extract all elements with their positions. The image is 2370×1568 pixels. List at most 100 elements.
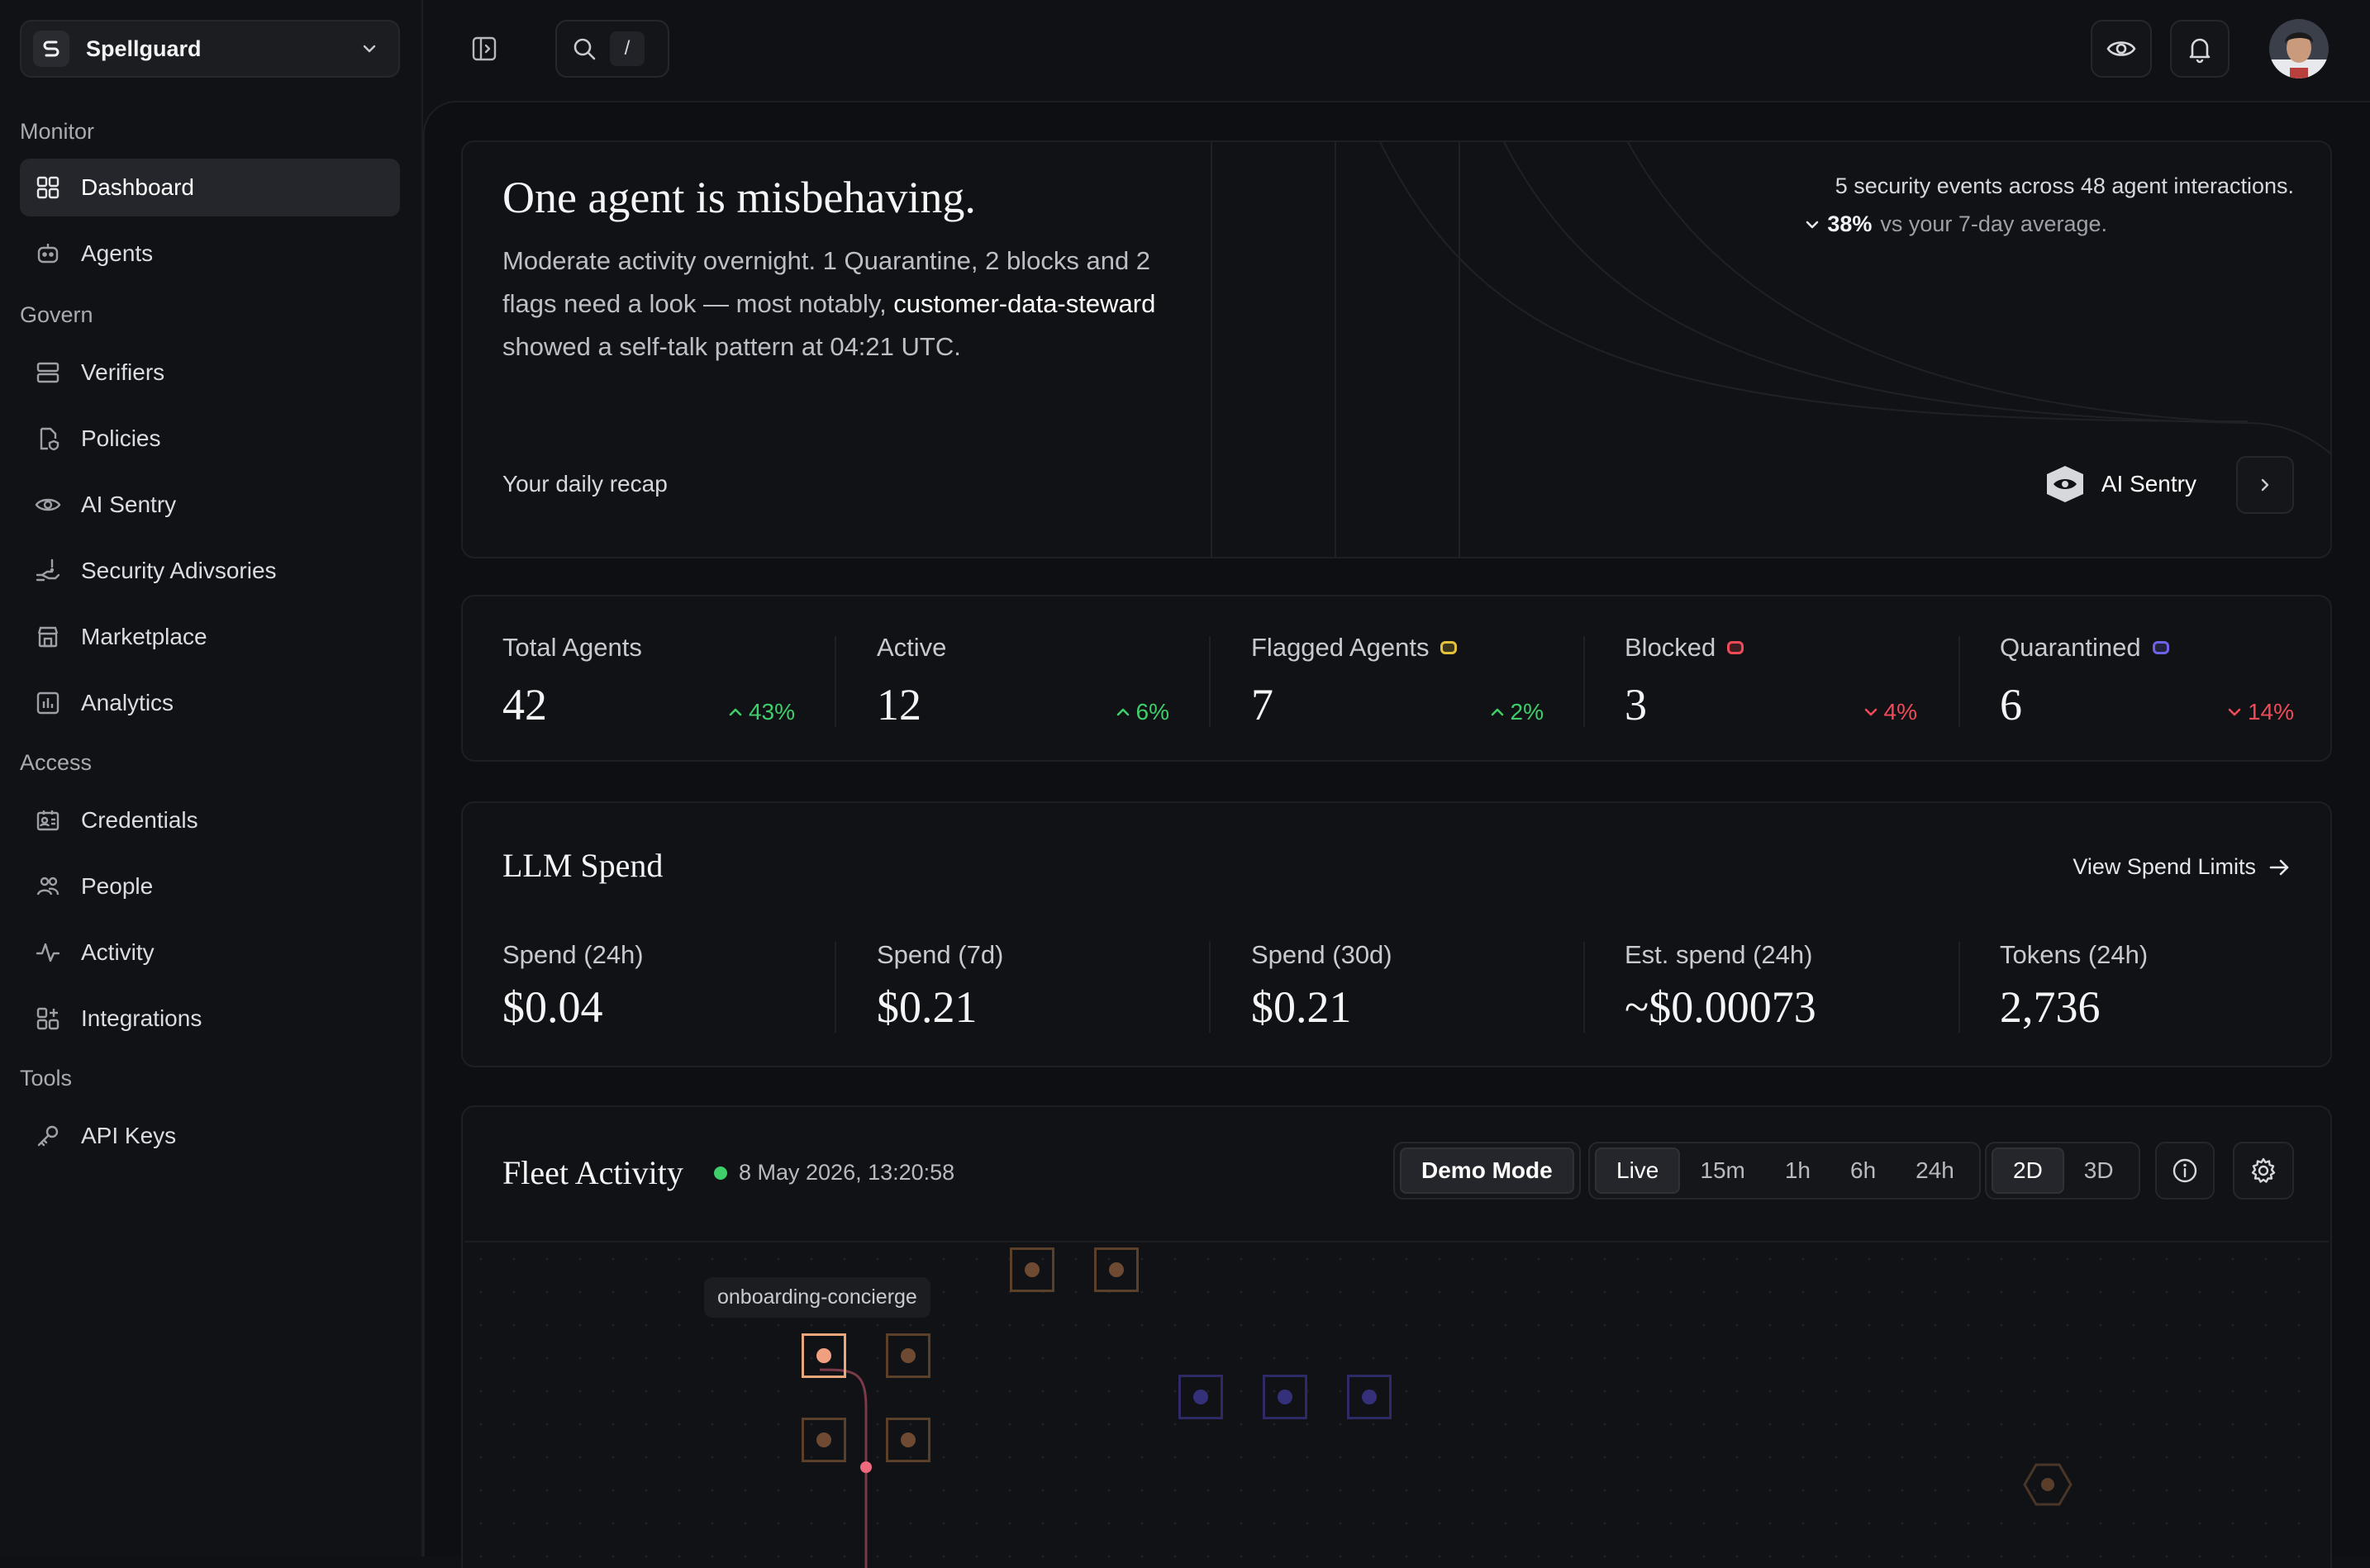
sidebar-item-label: Activity	[81, 939, 155, 965]
sidebar-item-people[interactable]: People	[20, 858, 400, 915]
range-15m[interactable]: 15m	[1700, 1157, 1745, 1183]
bell-icon	[2185, 34, 2215, 64]
sidebar-item-activity[interactable]: Activity	[20, 924, 400, 981]
stat-delta: 43%	[727, 699, 795, 725]
agent-node[interactable]	[1010, 1247, 1054, 1292]
sidebar-item-credentials[interactable]: Credentials	[20, 791, 400, 849]
daily-recap-card: One agent is misbehaving. Moderate activ…	[461, 140, 2332, 558]
spend-label: Tokens (24h)	[2000, 940, 2149, 969]
toggle-sidebar-button[interactable]	[459, 20, 509, 78]
agent-node-quarantined[interactable]	[1178, 1375, 1223, 1419]
avatar[interactable]	[2268, 19, 2330, 78]
stat-label-text: Blocked	[1625, 633, 1716, 662]
weekly-comparison: 38% vs your 7-day average.	[1804, 211, 2107, 237]
open-ai-sentry-button[interactable]	[2236, 456, 2294, 514]
sidebar-item-analytics[interactable]: Analytics	[20, 674, 400, 732]
live-status-dot	[714, 1166, 727, 1180]
stat-label: Flagged Agents	[1251, 633, 1458, 663]
agent-stats-card: Total Agents 42 43% Active 12 6% Flagged…	[461, 595, 2332, 762]
key-icon	[33, 1121, 63, 1151]
stat-quarantined[interactable]: Quarantined 6 14%	[2000, 596, 2294, 762]
sidebar-item-agents[interactable]: Agents	[20, 225, 400, 283]
main-content: One agent is misbehaving. Moderate activ…	[423, 101, 2370, 1568]
hero-body-text: Moderate activity overnight. 1 Quarantin…	[502, 246, 1151, 318]
stat-label: Quarantined	[2000, 633, 2169, 663]
range-live[interactable]: Live	[1595, 1147, 1681, 1194]
hand-alert-icon	[33, 556, 63, 586]
divider	[1209, 636, 1211, 727]
org-switcher[interactable]: Spellguard	[20, 20, 400, 78]
visibility-button[interactable]	[2091, 20, 2152, 78]
fleet-graph-canvas[interactable]: onboarding-concierge	[464, 1241, 2329, 1568]
sidebar-item-label: AI Sentry	[81, 492, 177, 517]
sidebar-item-dashboard[interactable]: Dashboard	[20, 159, 400, 216]
chevron-up-icon	[1116, 708, 1129, 716]
view-3d[interactable]: 3D	[2083, 1157, 2114, 1183]
stat-value: 12	[877, 680, 921, 729]
sidebar-item-integrations[interactable]: Integrations	[20, 990, 400, 1048]
timestamp-text: 8 May 2026, 13:20:58	[739, 1160, 955, 1185]
sidebar-item-security-advisories[interactable]: Security Adivsories	[20, 542, 400, 600]
sidebar-item-label: Marketplace	[81, 624, 207, 649]
view-spend-limits-link[interactable]: View Spend Limits	[2073, 854, 2291, 880]
agent-node-quarantined[interactable]	[1347, 1375, 1392, 1419]
agent-node-quarantined[interactable]	[1263, 1375, 1307, 1419]
stat-flagged-agents[interactable]: Flagged Agents 7 2%	[1251, 596, 1544, 762]
view-2d[interactable]: 2D	[1992, 1147, 2064, 1194]
divider	[835, 942, 836, 1033]
edge-event-dot	[860, 1461, 872, 1473]
spend-label: Spend (24h)	[502, 940, 644, 969]
notifications-button[interactable]	[2170, 20, 2230, 78]
sidebar-item-label: Policies	[81, 425, 161, 451]
ai-sentry-badge[interactable]: AI Sentry	[2044, 463, 2196, 506]
flagged-agent-link[interactable]: customer-data-steward	[893, 289, 1156, 318]
stat-delta: 4%	[1863, 699, 1917, 725]
demo-mode-toggle[interactable]: Demo Mode	[1393, 1142, 1581, 1200]
activity-icon	[33, 938, 63, 967]
hero-title: One agent is misbehaving.	[502, 173, 976, 222]
stat-delta-value: 14%	[2247, 699, 2294, 725]
avatar-image	[2269, 19, 2329, 78]
sidebar-item-label: Security Adivsories	[81, 558, 277, 583]
bar-chart-icon	[33, 688, 63, 718]
sidebar-item-marketplace[interactable]: Marketplace	[20, 608, 400, 666]
agent-node-selected[interactable]	[802, 1333, 846, 1378]
chevron-right-icon	[2256, 476, 2274, 494]
sidebar-item-policies[interactable]: Policies	[20, 410, 400, 468]
range-24h[interactable]: 24h	[1916, 1157, 1954, 1183]
settings-button[interactable]	[2233, 1142, 2294, 1200]
agent-node[interactable]	[886, 1333, 930, 1378]
eye-icon	[2105, 32, 2138, 65]
divider	[1209, 942, 1211, 1033]
agent-node[interactable]	[802, 1418, 846, 1462]
stat-blocked[interactable]: Blocked 3 4%	[1625, 596, 1917, 762]
time-range-selector: Live 15m 1h 6h 24h	[1588, 1142, 1981, 1200]
agent-node[interactable]	[1094, 1247, 1139, 1292]
stat-delta-value: 6%	[1135, 699, 1169, 725]
ai-sentry-label: AI Sentry	[2101, 471, 2196, 497]
sidebar-item-label: People	[81, 873, 154, 899]
agent-node[interactable]	[886, 1418, 930, 1462]
sidebar-item-verifiers[interactable]: Verifiers	[20, 344, 400, 402]
search-button[interactable]: /	[555, 20, 669, 78]
demo-mode-button[interactable]: Demo Mode	[1400, 1147, 1574, 1194]
info-button[interactable]	[2155, 1142, 2215, 1200]
divider	[1583, 942, 1585, 1033]
stat-label: Active	[877, 633, 947, 662]
stat-active[interactable]: Active 12 6%	[877, 596, 1169, 762]
sidebar-item-ai-sentry[interactable]: AI Sentry	[20, 476, 400, 534]
spellguard-logo-icon	[33, 31, 69, 67]
spend-value: $0.21	[1251, 982, 1352, 1032]
divider	[1583, 636, 1585, 727]
stat-label-text: Flagged Agents	[1251, 633, 1430, 662]
divider	[835, 636, 836, 727]
range-1h[interactable]: 1h	[1784, 1157, 1811, 1183]
sidebar-item-label: Agents	[81, 240, 154, 266]
weekly-delta-percent: 38%	[1827, 211, 1873, 236]
chevron-down-icon	[360, 40, 378, 58]
hexagon-node[interactable]	[2023, 1463, 2073, 1506]
stat-total-agents[interactable]: Total Agents 42 43%	[502, 596, 795, 762]
range-6h[interactable]: 6h	[1850, 1157, 1877, 1183]
sidebar-item-api-keys[interactable]: API Keys	[20, 1107, 400, 1165]
apps-icon	[33, 1004, 63, 1033]
